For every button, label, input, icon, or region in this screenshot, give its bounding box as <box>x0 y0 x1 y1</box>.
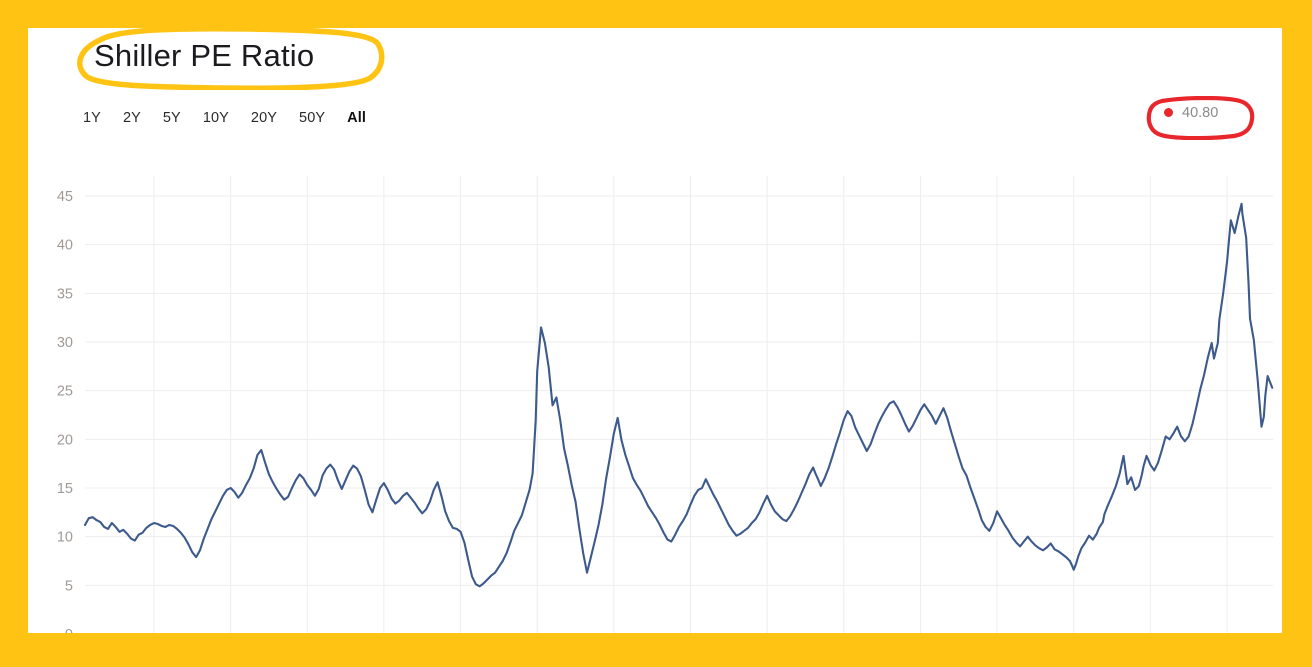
range-button-1y[interactable]: 1Y <box>83 110 101 126</box>
y-axis-labels: 0 5 10 15 20 25 30 35 40 45 <box>57 189 73 633</box>
last-value-label: 40.80 <box>1182 105 1219 121</box>
y-axis-tick-label: 5 <box>65 578 73 594</box>
y-axis-tick-label: 45 <box>57 189 73 205</box>
frame-border-right <box>1282 0 1312 667</box>
y-axis-tick-label: 0 <box>65 627 73 633</box>
annotation-highlight-circle-icon <box>1146 96 1255 140</box>
range-button-50y[interactable]: 50Y <box>299 110 326 126</box>
page-title: Shiller PE Ratio <box>94 38 315 73</box>
last-value-dot-icon <box>1164 108 1173 117</box>
range-button-10y[interactable]: 10Y <box>202 110 229 126</box>
y-axis-tick-label: 35 <box>57 286 73 302</box>
y-axis-tick-label: 25 <box>57 384 73 400</box>
chart-svg: 051015202530354045 188018901900191019201… <box>57 176 1274 633</box>
frame-border-top <box>0 0 1312 28</box>
page-title-group: Shiller PE Ratio <box>70 28 390 90</box>
shiller-pe-chart[interactable]: 051015202530354045 188018901900191019201… <box>28 138 1282 633</box>
range-button-2y[interactable]: 2Y <box>122 110 141 126</box>
content-panel: Shiller PE Ratio 1Y 2Y 5Y 10Y 20Y 50Y All 0 5 10… <box>28 28 1282 633</box>
range-button-20y[interactable]: 20Y <box>250 110 278 126</box>
range-selector[interactable]: 1Y 2Y 5Y 10Y 20Y 50Y All <box>83 108 366 128</box>
y-axis-tick-label: 30 <box>57 335 73 351</box>
frame-border-bottom <box>0 633 1312 667</box>
chart-gridlines <box>85 176 1273 633</box>
frame-border-left <box>0 0 28 667</box>
range-button-5y[interactable]: 5Y <box>162 110 181 126</box>
range-button-all[interactable]: All <box>347 110 366 126</box>
y-axis-tick-label: 40 <box>57 238 73 254</box>
y-axis-tick-label: 10 <box>57 530 73 546</box>
value-annotation: 40.80 <box>1146 96 1255 140</box>
y-axis-tick-label: 20 <box>57 432 73 448</box>
chart-series-layer <box>83 202 1274 588</box>
chart-line-shiller-pe <box>83 202 1274 588</box>
y-axis-tick-label: 15 <box>57 481 73 497</box>
